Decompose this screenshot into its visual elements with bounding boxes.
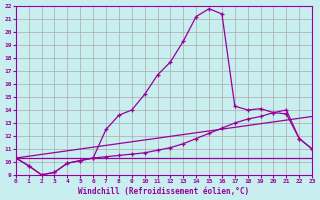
X-axis label: Windchill (Refroidissement éolien,°C): Windchill (Refroidissement éolien,°C) [78,187,250,196]
